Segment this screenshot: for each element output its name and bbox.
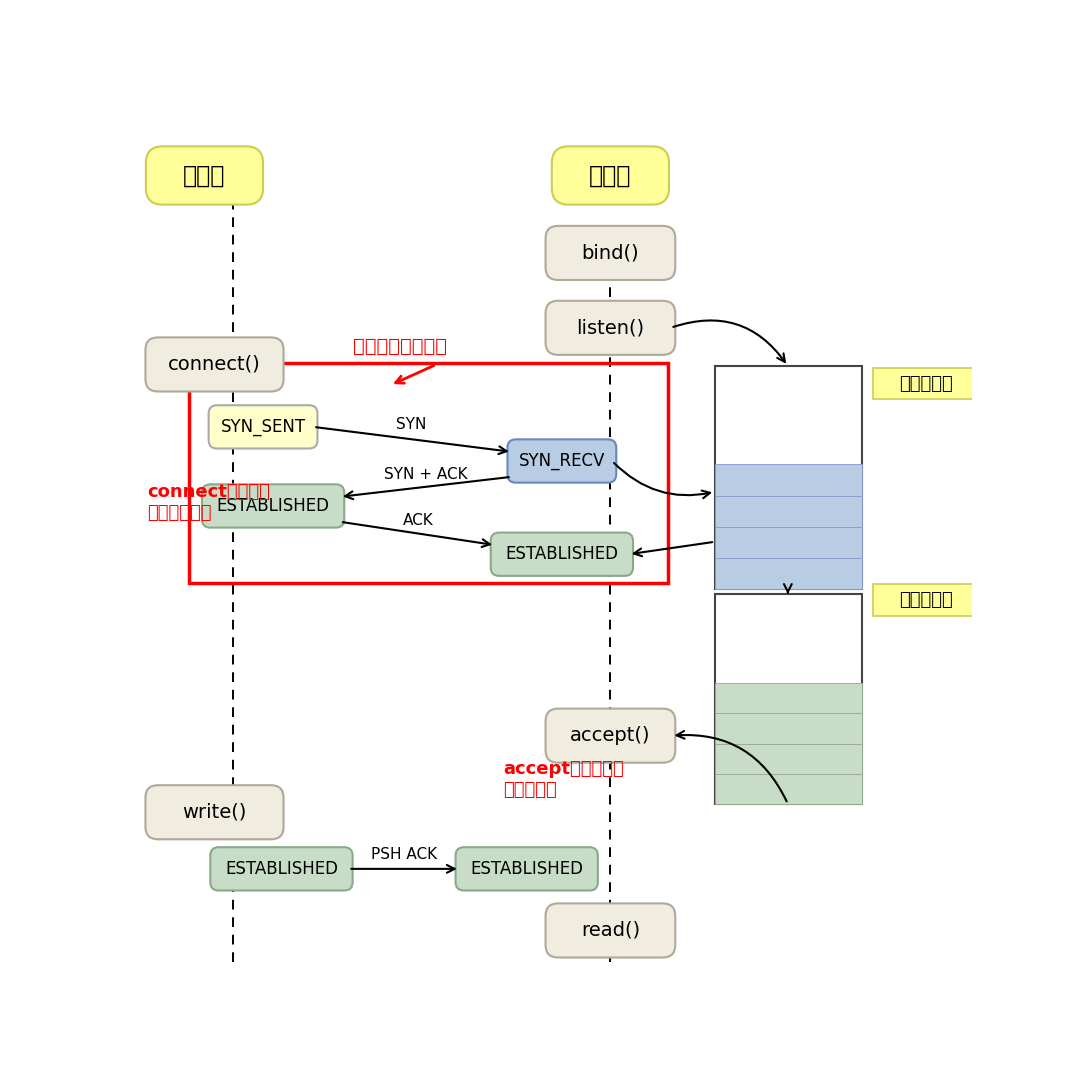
Text: 服务端: 服务端 bbox=[590, 163, 632, 187]
FancyBboxPatch shape bbox=[146, 785, 284, 839]
Bar bbox=[715, 713, 862, 744]
Text: read(): read() bbox=[581, 921, 640, 940]
FancyBboxPatch shape bbox=[490, 533, 633, 576]
FancyBboxPatch shape bbox=[552, 146, 669, 204]
FancyBboxPatch shape bbox=[545, 226, 675, 280]
Text: SYN_RECV: SYN_RECV bbox=[518, 452, 605, 470]
Text: ESTABLISHED: ESTABLISHED bbox=[470, 859, 583, 878]
FancyBboxPatch shape bbox=[202, 484, 345, 528]
FancyBboxPatch shape bbox=[545, 301, 675, 355]
Text: 客户端: 客户端 bbox=[184, 163, 226, 187]
Text: PSH ACK: PSH ACK bbox=[372, 848, 437, 863]
Text: listen(): listen() bbox=[577, 318, 645, 337]
Text: ESTABLISHED: ESTABLISHED bbox=[505, 545, 619, 563]
FancyBboxPatch shape bbox=[545, 904, 675, 958]
Text: ESTABLISHED: ESTABLISHED bbox=[225, 859, 338, 878]
Text: 半连接队列: 半连接队列 bbox=[899, 375, 953, 392]
FancyBboxPatch shape bbox=[508, 439, 617, 482]
Bar bbox=[715, 744, 862, 774]
Text: ACK: ACK bbox=[403, 512, 433, 528]
Bar bbox=[715, 595, 862, 804]
Text: SYN + ACK: SYN + ACK bbox=[384, 467, 468, 482]
Text: connect阻塞至握
手成功才返回: connect阻塞至握 手成功才返回 bbox=[148, 483, 270, 522]
Bar bbox=[715, 774, 862, 804]
Text: write(): write() bbox=[183, 803, 246, 822]
Bar bbox=[715, 465, 862, 495]
Text: 内核代理三次握手: 内核代理三次握手 bbox=[352, 337, 447, 356]
Bar bbox=[189, 363, 669, 584]
Text: accept阻塞至握手
成功才返回: accept阻塞至握手 成功才返回 bbox=[503, 760, 624, 799]
Text: SYN_SENT: SYN_SENT bbox=[220, 418, 306, 436]
Text: 全连接队列: 全连接队列 bbox=[899, 591, 953, 609]
Bar bbox=[715, 495, 862, 526]
Text: bind(): bind() bbox=[582, 243, 639, 263]
FancyBboxPatch shape bbox=[456, 848, 598, 891]
Text: connect(): connect() bbox=[168, 355, 261, 374]
FancyBboxPatch shape bbox=[211, 848, 352, 891]
Bar bbox=[715, 558, 862, 589]
Text: SYN: SYN bbox=[396, 417, 427, 432]
Bar bbox=[715, 683, 862, 713]
Bar bbox=[715, 366, 862, 589]
Bar bbox=[874, 368, 977, 399]
Bar bbox=[715, 526, 862, 558]
Text: ESTABLISHED: ESTABLISHED bbox=[217, 497, 329, 515]
FancyBboxPatch shape bbox=[146, 337, 284, 391]
FancyBboxPatch shape bbox=[545, 709, 675, 763]
Bar bbox=[874, 584, 977, 616]
FancyBboxPatch shape bbox=[146, 146, 264, 204]
FancyBboxPatch shape bbox=[208, 405, 318, 449]
Text: accept(): accept() bbox=[570, 726, 650, 745]
